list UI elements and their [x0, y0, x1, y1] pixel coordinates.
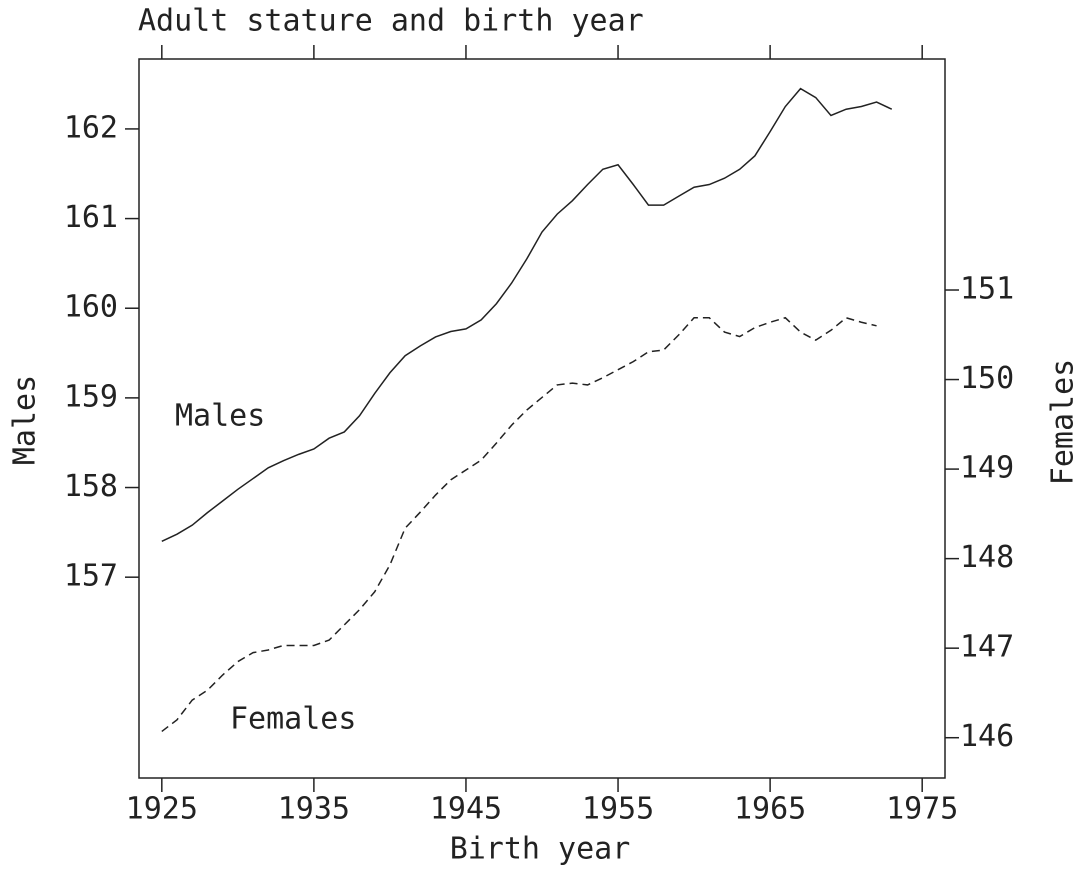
y2-tick-label: 150: [960, 361, 1014, 396]
x-tick-label: 1925: [126, 792, 198, 827]
y-axis-label: Males: [8, 375, 43, 465]
x-axis-label: Birth year: [450, 832, 631, 867]
y-tick-label: 157: [64, 559, 118, 594]
y2-tick-label: 147: [960, 630, 1014, 665]
y2-tick-label: 149: [960, 451, 1014, 486]
x-tick-label: 1955: [582, 792, 654, 827]
x-tick-label: 1975: [886, 792, 958, 827]
x-tick-label: 1935: [278, 792, 350, 827]
plot-frame: [138, 58, 946, 779]
y-tick-label: 158: [64, 469, 118, 504]
y2-tick-label: 148: [960, 540, 1014, 575]
y-tick-label: 162: [64, 110, 118, 145]
x-tick-label: 1945: [430, 792, 502, 827]
series-line: [161, 316, 877, 733]
y2-tick-label: 151: [960, 272, 1014, 307]
y2-tick-label: 146: [960, 719, 1014, 754]
y2-axis-label: Females: [1046, 359, 1081, 485]
chart-title: Adult stature and birth year: [138, 4, 644, 39]
series-label: Males: [175, 399, 265, 434]
series-label: Females: [230, 702, 356, 737]
y-tick-label: 159: [64, 379, 118, 414]
y-tick-label: 161: [64, 200, 118, 235]
series-line: [161, 87, 893, 543]
x-tick-label: 1965: [734, 792, 806, 827]
y-tick-label: 160: [64, 290, 118, 325]
